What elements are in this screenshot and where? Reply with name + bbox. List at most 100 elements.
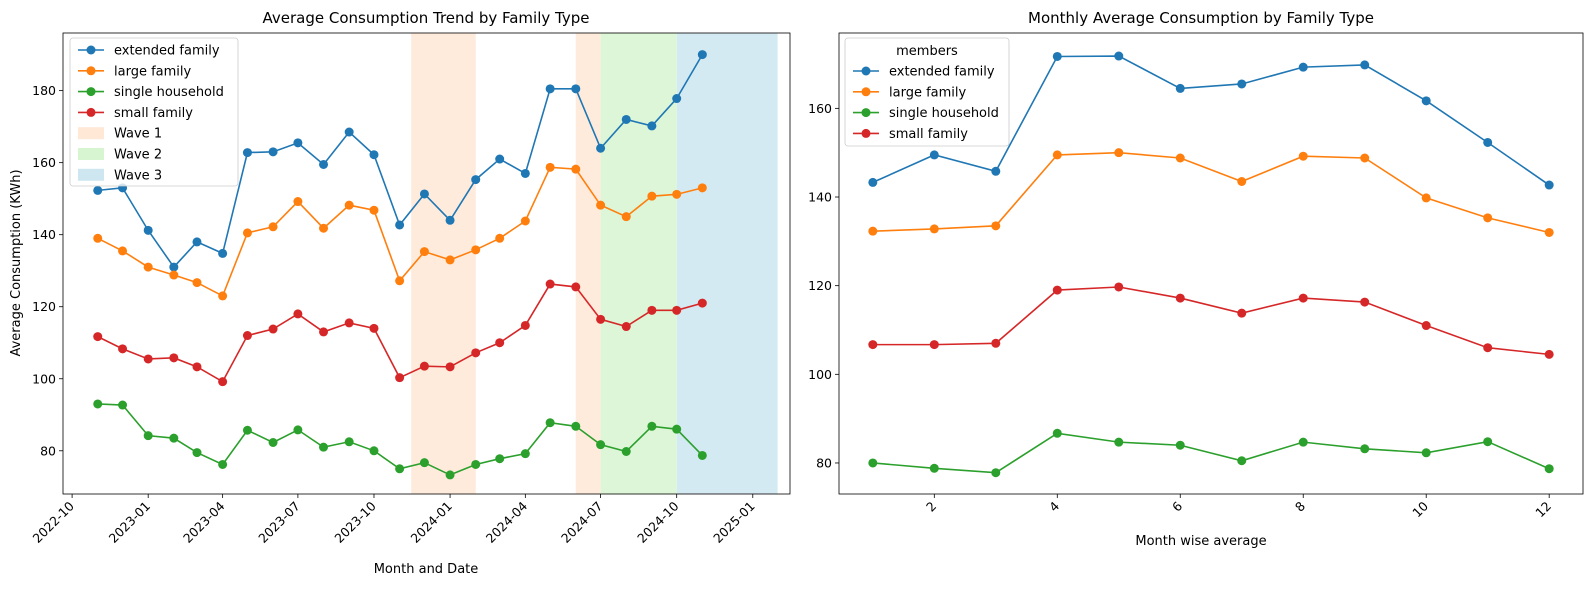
data-point [1298,62,1308,72]
x-tick-label: 10 [1409,498,1431,520]
data-point [929,463,939,473]
data-point [268,147,278,157]
y-tick-label: 80 [816,455,832,470]
data-point [495,454,505,464]
data-point [369,323,379,333]
x-tick-label: 2023-04 [180,498,228,546]
x-tick-label: 2024-10 [634,498,682,546]
legend-label: small family [889,127,968,142]
data-point [495,233,505,243]
data-point [143,431,153,441]
legend-marker [861,87,871,97]
data-point [1360,153,1370,163]
data-point [621,212,631,222]
data-point [647,421,657,431]
x-tick-label: 8 [1292,498,1308,514]
data-point [471,245,481,255]
y-tick-label: 80 [40,443,56,458]
y-tick-label: 120 [808,278,832,293]
data-point [344,318,354,328]
trend-series [93,50,707,480]
x-tick-label: 4 [1046,498,1062,514]
data-point [1421,321,1431,331]
data-point [868,177,878,187]
data-point [445,215,455,225]
data-point [369,150,379,160]
data-point [697,450,707,460]
data-point [218,248,228,258]
data-point [1114,437,1124,447]
trend-x-axis-label: Month and Date [374,562,479,577]
data-point [1237,176,1247,186]
monthly-chart-title: Monthly Average Consumption by Family Ty… [1028,9,1374,27]
data-point [621,114,631,124]
data-point [520,168,530,178]
data-point [1237,79,1247,89]
data-point [1052,285,1062,295]
data-point [571,282,581,292]
data-point [268,437,278,447]
series-line-large-family [872,151,1550,234]
data-point [93,233,103,243]
legend-label: Wave 1 [114,127,162,142]
data-point [192,448,202,458]
data-point [218,459,228,469]
data-point [571,84,581,94]
y-tick-label: 120 [32,299,56,314]
legend-marker [86,45,96,55]
data-point [395,373,405,383]
data-point [545,84,555,94]
data-point [169,353,179,363]
data-point [242,425,252,435]
x-tick-label: 2023-10 [331,498,379,546]
data-point [868,458,878,468]
data-point [143,354,153,364]
data-point [1175,83,1185,93]
data-point [1175,440,1185,450]
data-point [672,424,682,434]
band-wave-1 [575,33,601,494]
data-point [293,138,303,148]
data-point [419,189,429,199]
data-point [1544,180,1554,190]
data-point [1360,60,1370,70]
data-point [697,183,707,193]
data-point [218,377,228,387]
legend-swatch [78,148,104,160]
data-point [471,175,481,185]
trend-chart-title: Average Consumption Trend by Family Type [263,9,590,27]
data-point [268,324,278,334]
y-tick-label: 160 [808,101,832,116]
data-point [991,468,1001,478]
x-tick-label: 12 [1532,498,1554,520]
data-point [1421,448,1431,458]
data-point [596,314,606,324]
legend-marker [86,107,96,117]
data-point [369,205,379,215]
trend-chart-panel: Average Consumption Trend by Family Type… [9,9,791,577]
data-point [218,291,228,301]
data-point [419,458,429,468]
x-tick-label: 6 [1169,498,1185,514]
data-point [395,220,405,230]
data-point [1421,96,1431,106]
data-point [672,305,682,315]
data-point [1237,308,1247,318]
data-point [520,320,530,330]
data-point [395,276,405,286]
x-tick-label: 2 [923,498,939,514]
data-point [545,162,555,172]
legend-label: large family [889,85,967,100]
series-line-single-household [872,432,1550,474]
data-point [192,237,202,247]
data-point [621,322,631,332]
data-point [293,425,303,435]
data-point [344,437,354,447]
data-point [929,224,939,234]
trend-y-axis-label: Average Consumption (KWh) [9,169,24,356]
data-point [596,200,606,210]
data-point [647,305,657,315]
data-point [1298,437,1308,447]
y-tick-label: 140 [808,190,832,205]
